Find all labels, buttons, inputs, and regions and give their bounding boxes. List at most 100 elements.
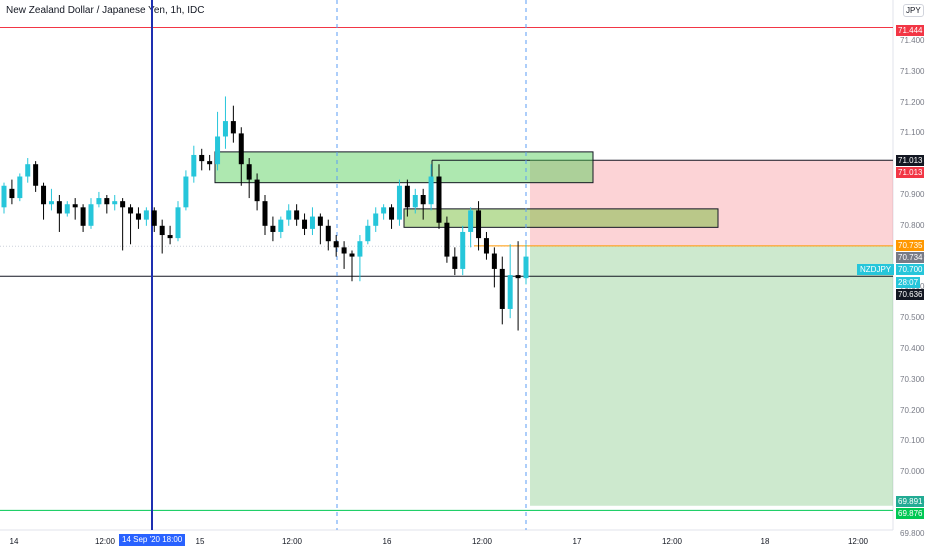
price-tag: 71.013 [896, 167, 925, 178]
candle-body [135, 213, 141, 220]
candle-body [270, 225, 276, 232]
candle-body [365, 225, 371, 242]
price-axis-tick: 71.300 [900, 66, 925, 76]
price-axis-tick: 70.900 [900, 190, 925, 199]
candle-body [444, 222, 450, 257]
candle-body [72, 204, 78, 208]
price-tag: 71.444 [896, 25, 925, 36]
candle-body [112, 201, 118, 205]
price-axis-tick: 71.400 [900, 36, 925, 45]
candle-body [499, 268, 505, 309]
price-tag: 69.891 [896, 496, 925, 507]
crosshair-time-label: 14 Sep '20 18:00 [119, 534, 186, 546]
candle-body [483, 238, 489, 254]
price-axis-tick: 70.100 [900, 436, 925, 446]
candle-body [262, 201, 268, 226]
candle-body [309, 216, 315, 229]
price-axis-tick: 70.200 [900, 405, 925, 415]
candle-body [317, 216, 323, 226]
candle-body [373, 213, 379, 226]
price-axis-tick: 70.300 [900, 374, 925, 384]
candle-body [167, 235, 173, 239]
candle-body [286, 210, 292, 220]
candle-body [507, 275, 513, 309]
time-axis-tick: 14 [9, 537, 19, 546]
candle-body [491, 253, 497, 269]
candle-body [333, 241, 339, 248]
candle-body [254, 179, 260, 202]
candle-body [48, 201, 54, 205]
candle-body [238, 133, 244, 165]
candle-body [191, 154, 197, 177]
candle-body [428, 176, 434, 205]
candle-body [278, 219, 284, 232]
candle-body [17, 176, 23, 199]
chart-title: New Zealand Dollar / Japanese Yen, 1h, I… [6, 5, 205, 16]
candle-body [9, 188, 15, 199]
candle-body [460, 231, 466, 269]
price-tag: 28:07 [896, 277, 921, 288]
price-tag: 70.636 [896, 289, 925, 300]
time-axis-tick: 12:00 [847, 537, 869, 546]
price-axis-tick: 70.400 [900, 344, 925, 353]
candle-body [396, 185, 402, 220]
take-profit-zone [530, 245, 893, 506]
candle-body [128, 207, 134, 214]
price-tag: 70.734 [896, 252, 925, 263]
candle-body [175, 207, 181, 239]
candle-body [294, 210, 300, 220]
candle-body [64, 204, 70, 214]
candle-body [412, 195, 418, 208]
candle-body [452, 256, 458, 269]
symbol-price-label: NZDJPY [857, 264, 895, 275]
candle-body [199, 154, 205, 162]
candle-body [215, 136, 221, 165]
price-axis-tick: 69.800 [900, 528, 925, 538]
zone-rectangle [214, 151, 594, 184]
price-axis-tick: 70.500 [900, 313, 925, 323]
candle-body [207, 161, 213, 165]
zone-rectangle [403, 208, 719, 228]
candle-body [33, 164, 39, 186]
candle-body [246, 164, 252, 180]
price-axis-tick: 70.800 [900, 220, 925, 230]
candle-body [357, 241, 363, 257]
candle-body [143, 210, 149, 220]
candle-body [88, 204, 94, 226]
time-axis-tick: 18 [760, 537, 770, 546]
price-axis-tick: 70.000 [900, 467, 925, 477]
price-axis-tick: 71.200 [900, 97, 925, 107]
price-tag: 71.013 [896, 155, 925, 166]
candle-body [183, 176, 189, 208]
candle-body [468, 210, 474, 232]
candle-body [80, 207, 86, 226]
candle-body [56, 201, 62, 214]
time-axis-tick: 12:00 [281, 537, 303, 546]
candle-body [389, 207, 395, 220]
candle-body [404, 185, 410, 208]
time-axis-tick: 12:00 [94, 537, 116, 546]
price-tag: 70.700 [896, 264, 925, 275]
candle-body [120, 201, 126, 208]
price-tag: 70.735 [896, 240, 925, 251]
candle-body [349, 253, 355, 257]
candle-body [25, 164, 31, 177]
time-axis-tick: 12:00 [471, 537, 493, 546]
candle-body [222, 121, 228, 137]
candle-body [159, 225, 165, 236]
candle-body [515, 275, 521, 279]
candle-body [381, 207, 387, 214]
price-axis-tick: 71.100 [900, 128, 925, 138]
price-tag: 69.876 [896, 508, 925, 519]
currency-label[interactable]: JPY [903, 4, 924, 17]
time-axis-tick: 16 [382, 537, 392, 546]
candle-body [523, 256, 529, 279]
candle-body [230, 121, 236, 134]
candle-body [325, 225, 331, 242]
time-axis-tick: 12:00 [661, 537, 683, 546]
candle-body [96, 198, 102, 205]
candle-body [476, 210, 482, 239]
candle-body [420, 195, 426, 205]
time-axis-tick: 17 [572, 537, 582, 546]
